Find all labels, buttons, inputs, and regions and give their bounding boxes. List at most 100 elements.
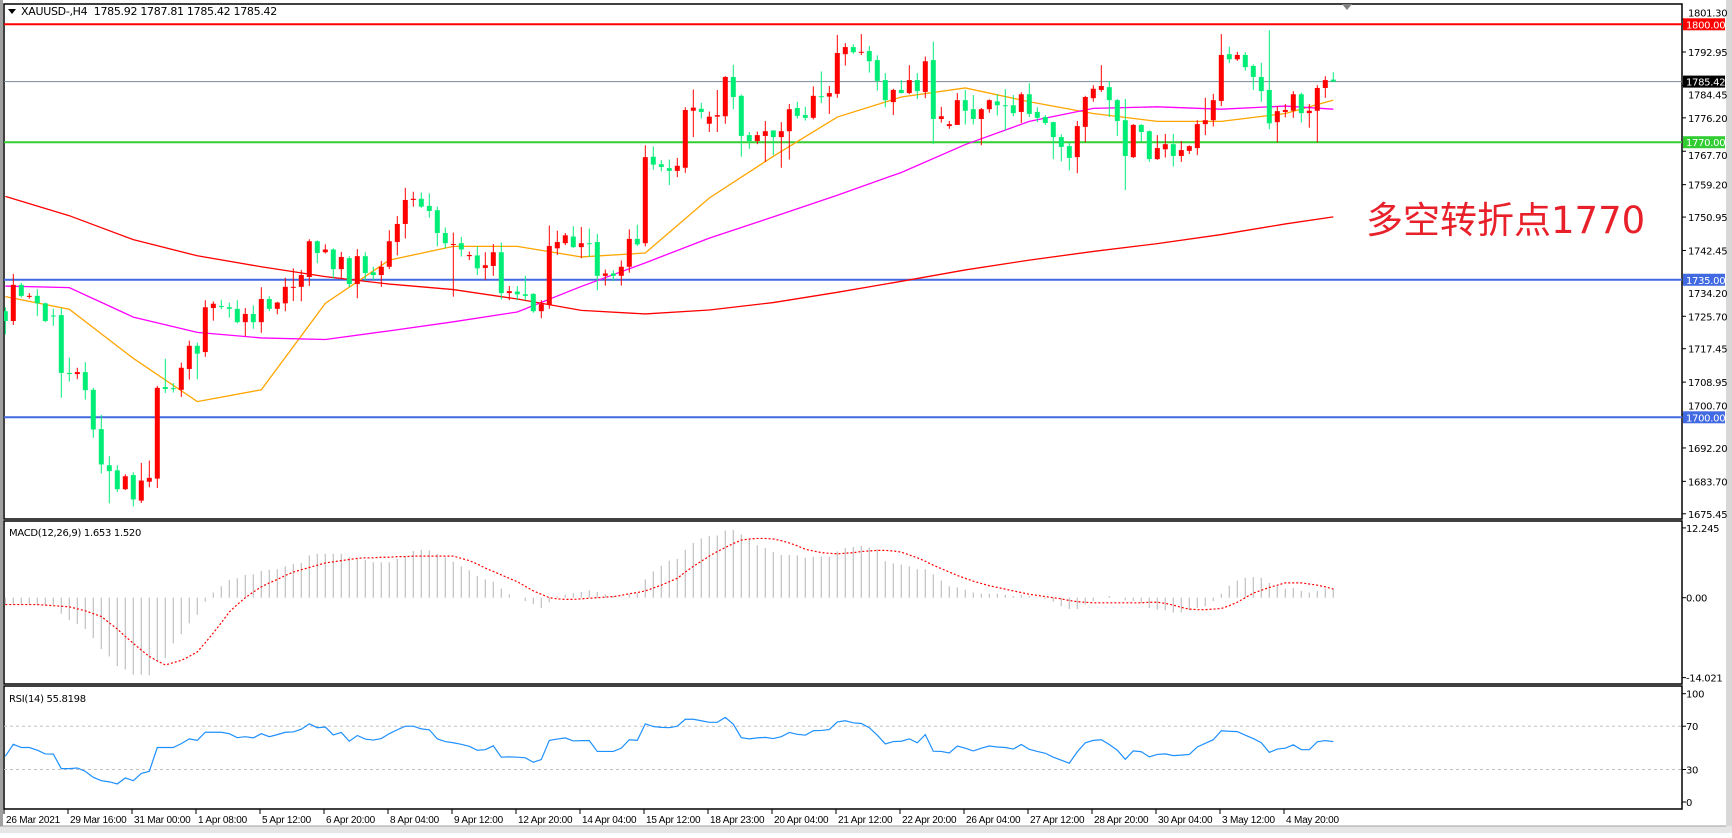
macd-panel — [3, 520, 1683, 685]
candle-body — [858, 51, 864, 53]
candle — [90, 387, 96, 438]
candle — [242, 308, 248, 336]
candle — [1274, 106, 1280, 143]
candle-body — [354, 256, 360, 285]
candle — [1042, 115, 1048, 125]
rsi-panel — [3, 685, 1683, 810]
candle-body — [530, 293, 536, 312]
candle — [58, 308, 64, 398]
candle — [874, 55, 880, 91]
candle — [578, 227, 584, 259]
candle-body — [474, 255, 480, 269]
candle-body — [74, 372, 80, 375]
annotation-text[interactable]: 多空转折点1770 — [1366, 199, 1646, 242]
candle — [466, 251, 472, 261]
candle — [210, 301, 216, 321]
candle-body — [1242, 54, 1248, 68]
candle — [202, 300, 208, 357]
candle-body — [58, 315, 64, 373]
candle-body — [658, 164, 664, 167]
candle-body — [1138, 124, 1144, 132]
candle — [458, 236, 464, 257]
macd-axis-label: -14.021 — [1686, 674, 1723, 685]
candle — [650, 146, 656, 170]
candle-body — [866, 51, 872, 62]
level-price-tag — [1683, 273, 1725, 286]
candle — [282, 277, 288, 312]
candle — [906, 65, 912, 95]
candle-body — [834, 52, 840, 94]
candle-body — [1266, 89, 1272, 124]
candle — [226, 302, 232, 318]
window-left-border — [0, 0, 3, 833]
candle — [602, 269, 608, 286]
candle — [546, 225, 552, 309]
time-axis-label: 22 Apr 20:00 — [902, 815, 957, 826]
candle — [946, 120, 952, 129]
candle — [666, 159, 672, 186]
caret-down-icon[interactable] — [8, 9, 16, 14]
candle — [1306, 104, 1312, 128]
level-price-tag-label: 1800.00 — [1686, 20, 1725, 31]
candle-body — [442, 232, 448, 244]
candle — [146, 460, 152, 488]
price-plot — [4, 23, 1682, 507]
candle — [698, 102, 704, 119]
chart-shift-marker-icon[interactable] — [1342, 4, 1352, 10]
candle — [522, 275, 528, 301]
candle — [1106, 80, 1112, 118]
candle — [1242, 52, 1248, 71]
candle — [298, 269, 304, 302]
candle — [330, 248, 336, 279]
candle-body — [682, 109, 688, 168]
candle — [434, 206, 440, 247]
candle — [538, 300, 544, 319]
candle — [914, 73, 920, 99]
candle — [138, 462, 144, 503]
price-axis-label: 1734.20 — [1688, 289, 1727, 300]
time-axis-label: 15 Apr 12:00 — [646, 815, 701, 826]
candle — [386, 230, 392, 270]
price-axis-label: 1801.30 — [1688, 8, 1727, 19]
window-right-border — [1726, 0, 1732, 833]
candle-body — [1314, 87, 1320, 111]
candle-body — [458, 243, 464, 250]
candle-body — [618, 266, 624, 276]
candle-body — [922, 61, 928, 92]
candle — [1322, 76, 1328, 98]
candle — [1138, 124, 1144, 142]
candle-body — [370, 272, 376, 276]
candle — [690, 89, 696, 138]
candle-body — [18, 284, 24, 296]
candle-body — [842, 47, 848, 55]
candle-body — [1194, 124, 1200, 149]
candle — [1002, 89, 1008, 131]
candle — [418, 192, 424, 208]
candle — [98, 414, 104, 474]
candle — [770, 130, 776, 156]
candle-body — [426, 205, 432, 211]
candle-body — [762, 131, 768, 136]
candle — [1050, 121, 1056, 160]
candle-body — [1322, 80, 1328, 88]
candle — [34, 289, 40, 316]
candle — [746, 131, 752, 149]
candle-body — [898, 89, 904, 94]
candle — [194, 342, 200, 380]
time-axis-label: 1 Apr 08:00 — [198, 815, 248, 826]
moving-average-line — [5, 195, 1334, 315]
candle-body — [1170, 144, 1176, 156]
candle-body — [362, 256, 368, 274]
candle-body — [114, 470, 120, 490]
candle — [1026, 83, 1032, 118]
candle-body — [1274, 111, 1280, 123]
candle — [234, 300, 240, 324]
time-axis-label: 28 Apr 20:00 — [1094, 815, 1149, 826]
candle-body — [522, 294, 528, 296]
price-axis-label: 1708.95 — [1688, 378, 1727, 389]
candle — [754, 131, 760, 145]
price-axis-label: 1767.70 — [1688, 151, 1727, 162]
candle-body — [194, 345, 200, 354]
candle — [402, 187, 408, 239]
